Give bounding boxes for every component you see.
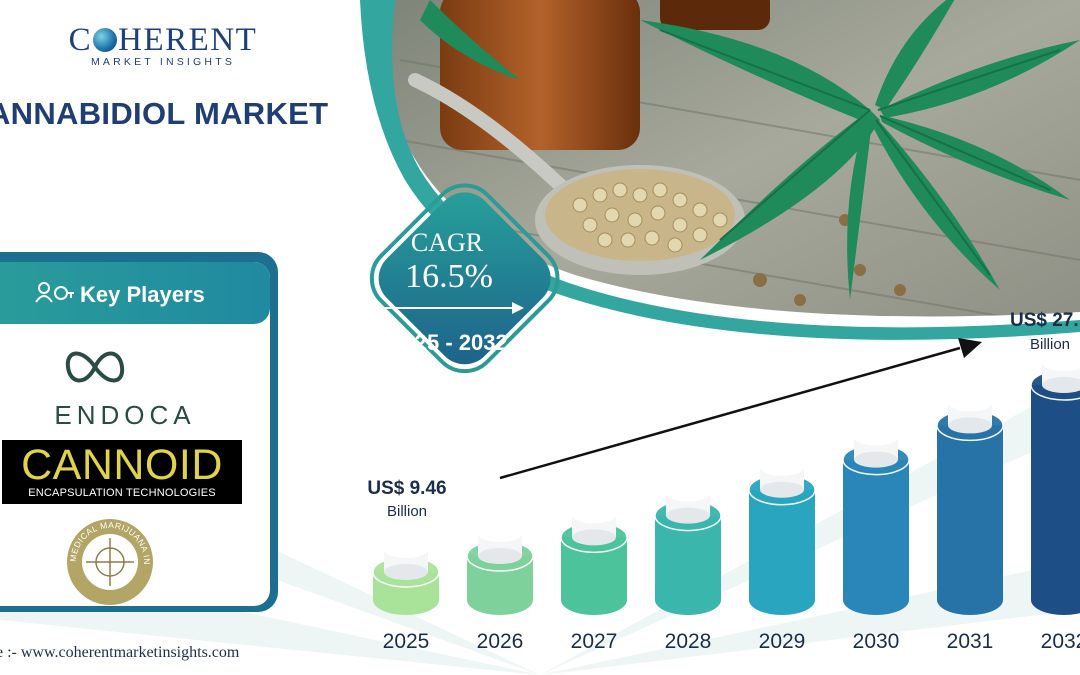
year-label-2032: 2032	[1041, 630, 1080, 653]
bar-2026	[466, 526, 534, 615]
key-players-title: Key Players	[80, 282, 205, 307]
year-label-2029: 2029	[759, 630, 806, 653]
bar-2031	[936, 395, 1004, 615]
cagr-label: CAGR	[410, 228, 484, 257]
company-cannoid: CANNOID ENCAPSULATION TECHNOLOGIES	[2, 440, 242, 504]
bar-2030	[842, 429, 910, 615]
cagr-period: 2025 - 2032	[390, 330, 508, 355]
cannoid-subtitle: ENCAPSULATION TECHNOLOGIES	[28, 487, 216, 499]
globe-icon	[93, 28, 118, 52]
brand-tagline: MARKET INSIGHTS	[90, 56, 236, 68]
key-players-panel: Key Players ENDOCA CANNOID ENCAPSULATION…	[0, 262, 270, 606]
year-label-2027: 2027	[571, 630, 618, 653]
value-label-end: US$ 27.	[1010, 310, 1079, 331]
bar-2028	[654, 485, 722, 615]
page-title: ANNABIDIOL MARKET	[0, 96, 329, 131]
cagr-value: 16.5%	[405, 258, 493, 295]
year-label-2031: 2031	[947, 630, 994, 653]
bar-2032	[1030, 355, 1080, 615]
key-people-icon	[35, 282, 74, 303]
endoca-logo-mark	[65, 351, 125, 383]
brand-logo: C HERENT MARKET INSIGHTS	[58, 22, 268, 68]
year-label-2025: 2025	[383, 630, 430, 653]
company-endoca: ENDOCA	[54, 400, 196, 430]
year-label-2028: 2028	[665, 630, 712, 653]
value-label-start: US$ 9.46	[367, 478, 447, 499]
bar-2027	[560, 507, 628, 615]
medical-marijuana-seal: MEDICAL MARIJUANA INC	[62, 516, 153, 605]
cannoid-name: CANNOID	[21, 441, 223, 489]
bar-2025	[372, 542, 440, 615]
value-unit-start: Billion	[386, 503, 428, 520]
bar-2029	[748, 459, 816, 615]
brand-name: C HERENT	[68, 22, 258, 58]
source-url: e :- www.coherentmarketinsights.com	[0, 644, 240, 661]
year-label-2030: 2030	[853, 630, 900, 653]
key-players-header: Key Players	[0, 262, 270, 324]
growth-arrow	[499, 338, 982, 480]
value-unit-end: Billion	[1030, 336, 1071, 353]
year-label-2026: 2026	[477, 630, 524, 653]
